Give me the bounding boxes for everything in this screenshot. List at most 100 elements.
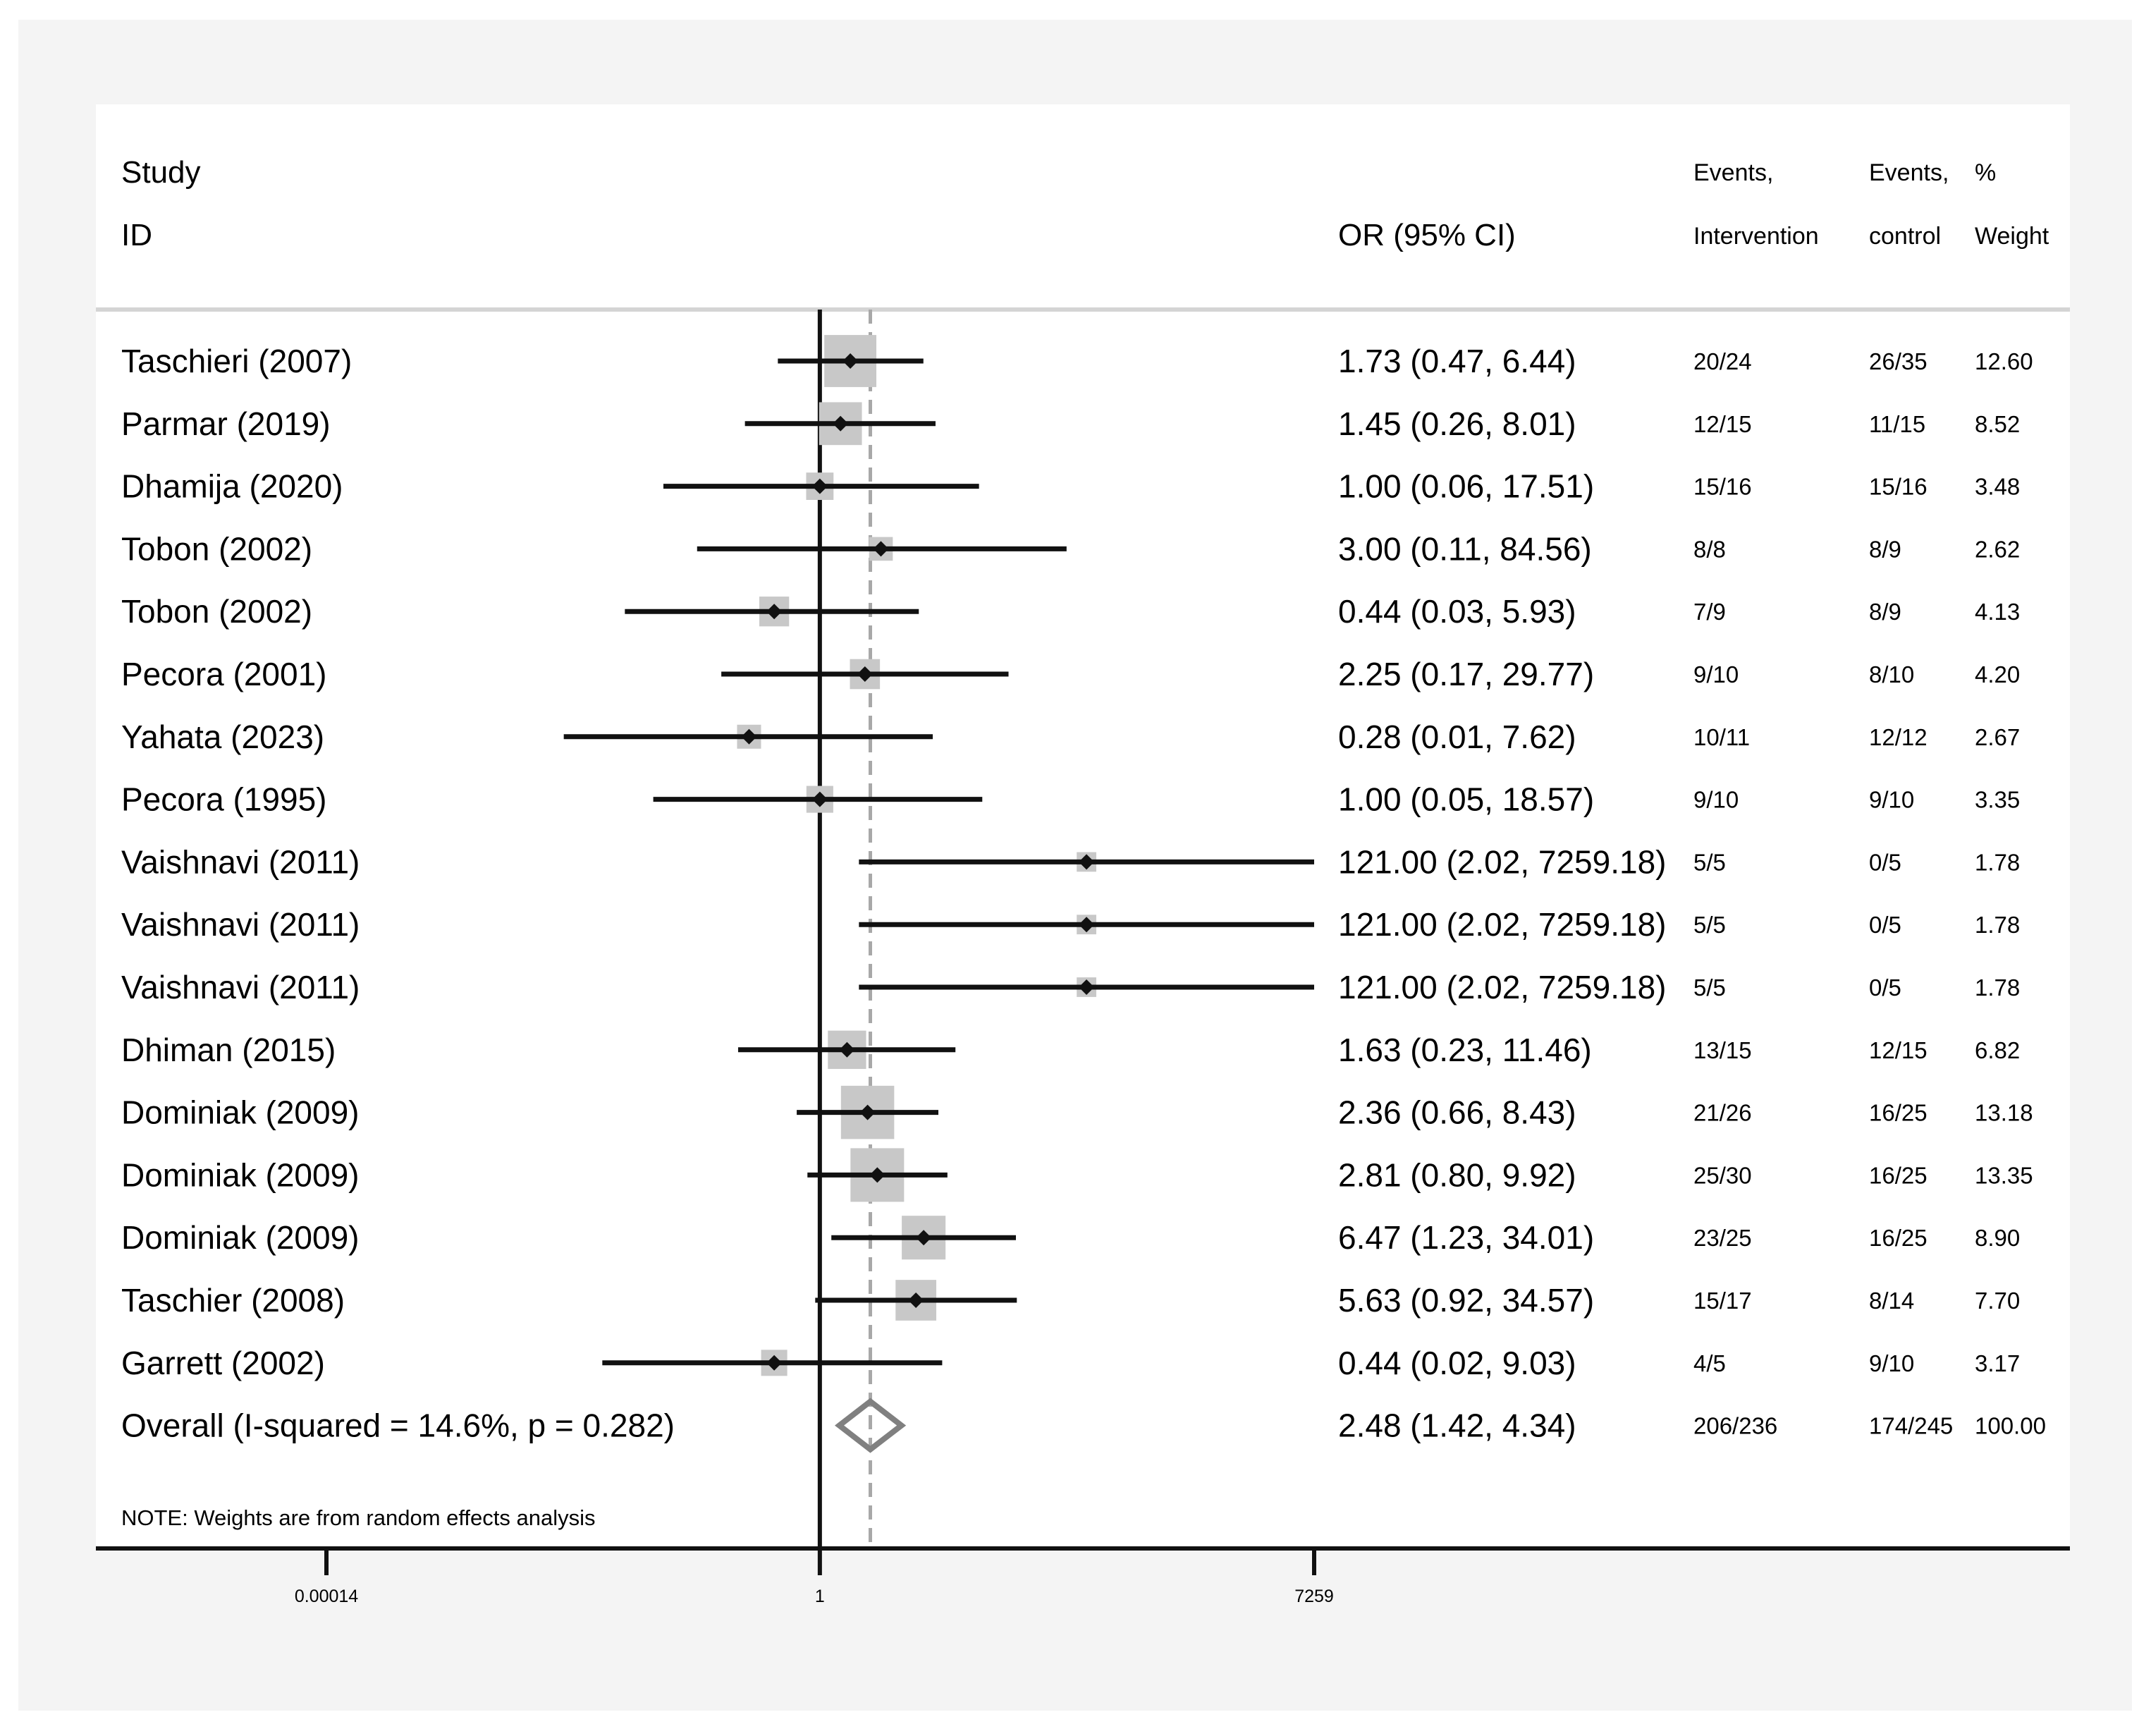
or-ci-text: 6.47 (1.23, 34.01): [1338, 1219, 1594, 1256]
events-intervention: 25/30: [1693, 1162, 1752, 1188]
study-name: Vaishnavi (2011): [121, 843, 360, 880]
header-study: Study: [121, 155, 201, 190]
or-ci-text: 121.00 (2.02, 7259.18): [1338, 906, 1666, 943]
events-intervention: 13/15: [1693, 1037, 1752, 1063]
events-intervention: 15/17: [1693, 1288, 1752, 1314]
study-name: Vaishnavi (2011): [121, 906, 360, 943]
overall-ci-text: 2.48 (1.42, 4.34): [1338, 1407, 1576, 1444]
events-control: 8/14: [1869, 1288, 1914, 1314]
plot-panel: [96, 104, 2070, 1548]
events-intervention: 5/5: [1693, 849, 1726, 875]
or-ci-text: 5.63 (0.92, 34.57): [1338, 1282, 1594, 1319]
events-control: 8/10: [1869, 661, 1914, 687]
header-or-ci: OR (95% CI): [1338, 218, 1516, 252]
study-name: Pecora (1995): [121, 781, 327, 818]
or-ci-text: 121.00 (2.02, 7259.18): [1338, 843, 1666, 880]
study-name: Tobon (2002): [121, 530, 312, 567]
or-ci-text: 0.44 (0.03, 5.93): [1338, 593, 1576, 630]
study-row: Dhamija (2020) 1.00 (0.06, 17.51) 15/16 15/…: [121, 468, 2020, 505]
events-control: 16/25: [1869, 1100, 1928, 1126]
weight-percent: 4.20: [1975, 661, 2020, 687]
study-name: Tobon (2002): [121, 593, 312, 630]
study-row: Vaishnavi (2011) 121.00 (2.02, 7259.18) 5/…: [121, 969, 2020, 1005]
weight-percent: 1.78: [1975, 849, 2020, 875]
weight-percent: 3.35: [1975, 787, 2020, 813]
or-ci-text: 1.63 (0.23, 11.46): [1338, 1032, 1592, 1068]
events-intervention: 23/25: [1693, 1225, 1752, 1251]
weight-percent: 6.82: [1975, 1037, 2020, 1063]
point-estimate-marker: [741, 728, 757, 745]
overall-diamond: [834, 1398, 907, 1453]
events-control: 16/25: [1869, 1225, 1928, 1251]
study-row: Garrett (2002) 0.44 (0.02, 9.03) 4/5 9/10 3.…: [121, 1345, 2020, 1381]
point-estimate-marker: [842, 353, 859, 369]
study-row: Dominiak (2009) 2.81 (0.80, 9.92) 25/30 16/…: [121, 1148, 2033, 1202]
or-ci-text: 1.45 (0.26, 8.01): [1338, 405, 1576, 442]
study-row: Dominiak (2009) 2.36 (0.66, 8.43) 21/26 16/…: [121, 1085, 2033, 1139]
or-ci-text: 1.00 (0.06, 17.51): [1338, 468, 1594, 505]
point-estimate-marker: [839, 1041, 855, 1058]
study-name: Parmar (2019): [121, 405, 331, 442]
header-weight-2: Weight: [1975, 223, 2049, 250]
events-intervention: 20/24: [1693, 348, 1752, 374]
point-estimate-marker: [811, 791, 828, 807]
point-estimate-marker: [869, 1167, 885, 1183]
weight-percent: 8.90: [1975, 1225, 2020, 1251]
or-ci-text: 1.73 (0.47, 6.44): [1338, 343, 1576, 379]
study-name: Vaishnavi (2011): [121, 969, 360, 1005]
point-estimate-marker: [908, 1292, 924, 1308]
point-estimate-marker: [916, 1230, 932, 1246]
point-estimate-marker: [859, 1104, 876, 1120]
or-ci-text: 0.28 (0.01, 7.62): [1338, 719, 1576, 755]
weight-percent: 13.35: [1975, 1162, 2033, 1188]
study-name: Garrett (2002): [121, 1345, 325, 1381]
study-name: Dominiak (2009): [121, 1156, 359, 1193]
study-row: Parmar (2019) 1.45 (0.26, 8.01) 12/15 11/15…: [121, 402, 2020, 446]
study-row: Pecora (2001) 2.25 (0.17, 29.77) 9/10 8/10 4…: [121, 656, 2020, 692]
events-control: 9/10: [1869, 787, 1914, 813]
header-events-control-2: control: [1869, 223, 1941, 250]
events-intervention: 12/15: [1693, 411, 1752, 437]
overall-events-control: 174/245: [1869, 1413, 1953, 1439]
weight-percent: 8.52: [1975, 411, 2020, 437]
events-control: 0/5: [1869, 912, 1901, 938]
x-tick-label: 1: [815, 1587, 825, 1606]
study-row: Dominiak (2009) 6.47 (1.23, 34.01) 23/25 16…: [121, 1216, 2020, 1260]
point-estimate-marker: [857, 666, 873, 682]
or-ci-text: 2.36 (0.66, 8.43): [1338, 1094, 1576, 1131]
events-control: 12/12: [1869, 724, 1928, 750]
weight-percent: 3.17: [1975, 1350, 2020, 1376]
events-control: 0/5: [1869, 974, 1901, 1001]
events-intervention: 8/8: [1693, 536, 1726, 562]
study-row: Dhiman (2015) 1.63 (0.23, 11.46) 13/15 12/1…: [121, 1030, 2020, 1069]
weight-percent: 4.13: [1975, 599, 2020, 625]
events-control: 0/5: [1869, 849, 1901, 875]
study-row: Taschier (2008) 5.63 (0.92, 34.57) 15/17 8/…: [121, 1280, 2020, 1321]
events-intervention: 9/10: [1693, 787, 1739, 813]
point-estimate-marker: [811, 478, 828, 494]
overall-label: Overall (I-squared = 14.6%, p = 0.282): [121, 1407, 675, 1444]
weight-percent: 2.62: [1975, 536, 2020, 562]
weight-percent: 2.67: [1975, 724, 2020, 750]
point-estimate-marker: [1079, 979, 1095, 995]
header-id: ID: [121, 218, 152, 252]
events-intervention: 7/9: [1693, 599, 1726, 625]
weight-percent: 3.48: [1975, 474, 2020, 500]
events-control: 15/16: [1869, 474, 1928, 500]
events-control: 26/35: [1869, 348, 1928, 374]
study-row: Yahata (2023) 0.28 (0.01, 7.62) 10/11 12/12…: [121, 719, 2020, 755]
study-row: Taschieri (2007) 1.73 (0.47, 6.44) 20/24 26…: [121, 335, 2033, 387]
or-ci-text: 2.25 (0.17, 29.77): [1338, 656, 1594, 692]
events-control: 11/15: [1869, 411, 1925, 437]
or-ci-text: 121.00 (2.02, 7259.18): [1338, 969, 1666, 1005]
overall-events-intervention: 206/236: [1693, 1413, 1777, 1439]
events-control: 8/9: [1869, 599, 1901, 625]
events-intervention: 15/16: [1693, 474, 1752, 500]
study-name: Yahata (2023): [121, 719, 324, 755]
weights-note: NOTE: Weights are from random effects an…: [121, 1505, 596, 1530]
study-name: Taschier (2008): [121, 1282, 345, 1319]
study-name: Dominiak (2009): [121, 1094, 359, 1131]
study-name: Pecora (2001): [121, 656, 327, 692]
overall-weight: 100.00: [1975, 1413, 2046, 1439]
